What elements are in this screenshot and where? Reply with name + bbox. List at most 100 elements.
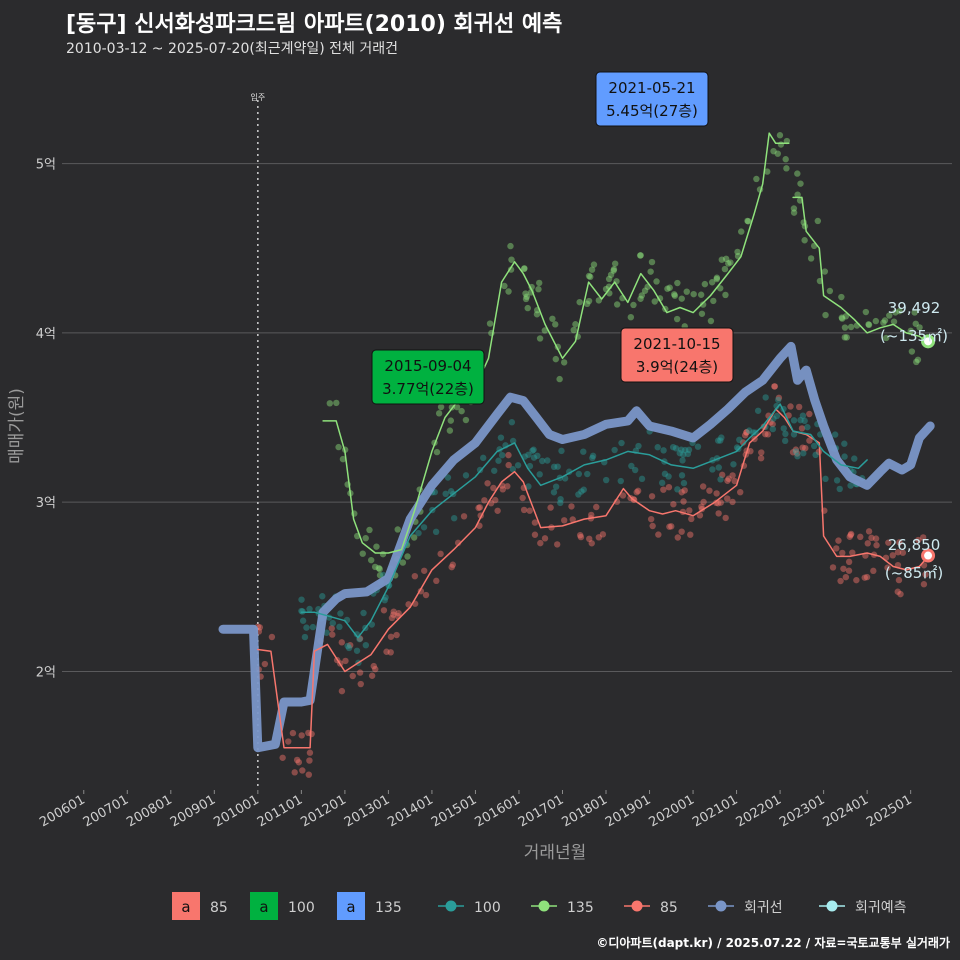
scatter-point-s100: [306, 605, 313, 613]
scatter-point-s135: [764, 168, 771, 175]
scatter-point-s85: [388, 614, 396, 622]
scatter-point-s100: [432, 528, 440, 536]
scatter-point-s85: [338, 687, 346, 695]
scatter-point-s135: [721, 265, 729, 273]
x-tick-label: 202001: [647, 792, 697, 830]
scatter-point-s85: [576, 531, 584, 539]
scatter-point-s85: [896, 539, 903, 546]
scatter-point-s100: [580, 486, 587, 493]
x-tick-label: 202501: [864, 792, 914, 830]
scatter-point-s135: [585, 272, 593, 280]
x-tick-label: 200701: [81, 792, 131, 830]
scatter-point-s85: [717, 499, 724, 506]
scatter-point-s100: [660, 447, 667, 454]
x-tick-label: 201901: [603, 792, 653, 830]
scatter-point-s85: [885, 539, 892, 546]
scatter-point-s100: [665, 473, 672, 480]
scatter-point-s135: [410, 534, 418, 541]
scatter-point-s85: [922, 571, 929, 578]
scatter-point-s100: [792, 448, 800, 455]
scatter-point-s85: [460, 513, 468, 520]
scatter-point-s100: [550, 489, 558, 496]
axis-layer: 2억3억4억5억20060120070120080120090120100120…: [7, 158, 915, 863]
scatter-point-s100: [589, 452, 597, 460]
scatter-point-s100: [736, 436, 743, 444]
scatter-point-s100: [822, 475, 829, 483]
scatter-point-s100: [319, 593, 326, 600]
scatter-point-s135: [801, 237, 808, 244]
scatter-point-s100: [773, 412, 781, 420]
scatter-point-s85: [329, 631, 336, 638]
legend-glyph: a: [259, 898, 268, 916]
scatter-point-s85: [846, 533, 853, 540]
scatter-point-s100: [684, 450, 692, 458]
scatter-point-s100: [514, 462, 522, 469]
scatter-point-s100: [635, 442, 642, 450]
scatter-point-s135: [613, 301, 621, 308]
callout-box: [371, 349, 485, 405]
scatter-point-s85: [393, 631, 400, 639]
scatter-point-s135: [570, 326, 577, 334]
scatter-point-s85: [261, 660, 269, 668]
scatter-point-s135: [674, 279, 681, 287]
scatter-point-s100: [534, 452, 541, 460]
scatter-point-s135: [627, 313, 635, 321]
y-tick-label: 2억: [36, 665, 56, 680]
scatter-point-s135: [535, 286, 542, 293]
scatter-point-s85: [569, 516, 576, 523]
scatter-point-s135: [838, 293, 845, 301]
scatter-point-s100: [833, 477, 841, 484]
scatter-point-s100: [554, 463, 561, 470]
scatter-point-s100: [754, 407, 762, 414]
scatter-point-s85: [678, 528, 685, 535]
scatter-point-s100: [353, 647, 361, 654]
scatter-point-s100: [769, 425, 777, 433]
scatter-point-s85: [737, 488, 744, 496]
scatter-point-s135: [590, 261, 598, 268]
scatter-point-s100: [715, 437, 722, 444]
scatter-point-s85: [743, 429, 750, 436]
scatter-point-s100: [694, 443, 702, 450]
scatter-point-s85: [719, 471, 726, 479]
legend-label: 100: [288, 900, 315, 916]
scatter-point-s135: [666, 284, 673, 291]
scatter-point-s135: [912, 320, 919, 327]
scatter-point-s85: [857, 533, 864, 541]
y-tick-label: 3억: [36, 496, 56, 511]
scatter-point-s85: [674, 534, 681, 541]
scatter-point-s135: [523, 293, 531, 300]
scatter-point-s85: [648, 493, 656, 500]
scatter-point-s100: [709, 466, 716, 473]
scatter-point-s85: [731, 477, 738, 485]
scatter-point-s85: [633, 489, 640, 496]
scatter-point-s135: [373, 543, 380, 550]
scatter-point-s135: [656, 295, 664, 302]
scatter-point-s135: [707, 317, 715, 325]
scatter-point-s135: [882, 334, 890, 342]
scatter-point-s85: [395, 610, 402, 617]
scatter-point-s85: [842, 573, 850, 581]
callout-box: [620, 327, 734, 383]
scatter-point-s100: [781, 437, 789, 445]
scatter-point-s85: [741, 432, 749, 439]
scatter-point-s135: [911, 309, 918, 316]
scatter-point-s100: [462, 472, 470, 479]
scatter-point-s135: [722, 291, 729, 299]
scatter-point-s100: [638, 475, 646, 483]
scatter-point-s85: [268, 633, 276, 641]
scatter-point-s135: [774, 150, 781, 157]
scatter-point-s135: [404, 553, 411, 560]
scatter-point-s85: [884, 564, 891, 571]
scatter-point-s135: [446, 427, 454, 434]
x-tick-label: 200801: [124, 792, 174, 830]
scatter-point-s85: [308, 730, 315, 738]
scatter-point-s100: [794, 453, 801, 460]
scatter-point-s85: [531, 531, 539, 538]
scatter-point-s100: [479, 454, 487, 462]
scatter-point-s135: [636, 252, 644, 259]
scatter-point-s135: [892, 309, 899, 316]
scatter-point-s85: [306, 749, 314, 756]
scatter-point-s135: [359, 550, 366, 557]
scatter-point-s100: [680, 451, 687, 458]
scatter-point-s135: [777, 141, 785, 148]
